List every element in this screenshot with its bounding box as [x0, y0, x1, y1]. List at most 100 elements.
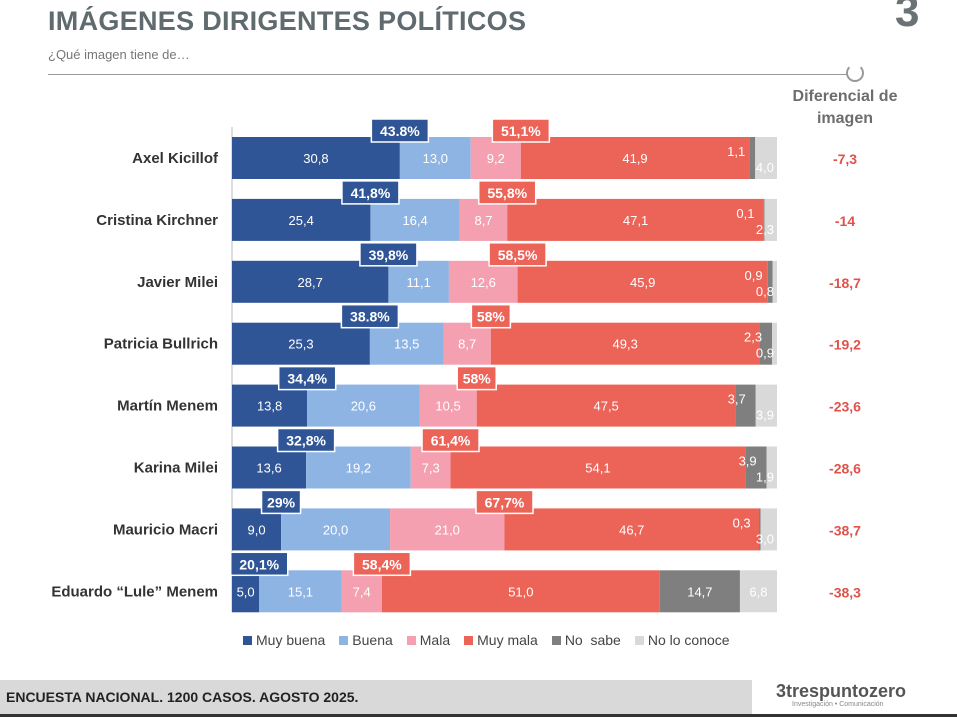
legend-swatch — [339, 635, 349, 645]
data-label: 47,5 — [593, 399, 618, 414]
data-label: 12,6 — [471, 275, 496, 290]
footer-text: ENCUESTA NACIONAL. 1200 CASOS. AGOSTO 20… — [6, 689, 359, 705]
legend-swatch — [464, 635, 474, 645]
negative-total-box-label: 58% — [463, 371, 492, 387]
legend: Muy buena Buena Mala Muy mala No sabe No lo c… — [243, 632, 730, 648]
negative-total-box — [470, 303, 512, 329]
data-label: 6,8 — [749, 584, 767, 599]
positive-total-box-label: 41,8% — [351, 185, 391, 201]
legend-label: Muy buena — [256, 632, 326, 648]
data-label: 49,3 — [613, 337, 638, 352]
bar-segment-4 — [763, 198, 765, 241]
differential-value: -28,6 — [829, 461, 861, 477]
positive-total-box-label: 34,4% — [287, 371, 327, 387]
bar-segment-2 — [390, 508, 505, 551]
positive-total-box — [359, 242, 418, 267]
bar-segment-5 — [766, 446, 777, 489]
bar-segment-5 — [760, 508, 777, 551]
legend-swatch — [406, 635, 416, 645]
bar-segment-1 — [399, 137, 471, 179]
positive-total-box-label: 43.8% — [380, 123, 420, 139]
bar-segment-1 — [306, 446, 411, 489]
bar-segment-2 — [341, 570, 382, 613]
data-label: 7,4 — [353, 584, 371, 599]
bar-segment-0 — [232, 198, 371, 241]
legend-label: Mala — [419, 632, 451, 648]
differential-value: -19,2 — [829, 337, 861, 353]
data-label: 13,5 — [394, 337, 419, 352]
bar-segment-5 — [739, 570, 777, 613]
bar-segment-3 — [520, 137, 750, 179]
data-label: 0,1 — [736, 206, 754, 221]
bar-segment-2 — [443, 322, 491, 365]
legend-swatch — [634, 635, 644, 645]
differential-value: -38,7 — [829, 522, 861, 538]
differential-value: -14 — [835, 213, 855, 229]
bar-segment-5 — [772, 322, 777, 365]
bar-segment-4 — [759, 508, 761, 551]
legend-swatch — [551, 635, 561, 645]
data-label: 28,7 — [298, 275, 323, 290]
bar-segment-0 — [232, 137, 400, 179]
bar-segment-0 — [232, 570, 260, 613]
data-label: 8,7 — [458, 337, 476, 352]
bar-segment-1 — [307, 384, 420, 427]
positive-total-box — [260, 489, 302, 515]
legend-item: Muy mala — [464, 632, 538, 648]
category-label: Martín Menem — [117, 398, 218, 415]
bar-segment-0 — [232, 508, 282, 551]
legend-item: Mala — [406, 632, 451, 648]
legend-item: No sabe — [551, 632, 621, 648]
data-label: 7,3 — [422, 461, 440, 476]
category-label: Eduardo “Lule” Menem — [51, 583, 218, 600]
data-label: 16,4 — [402, 213, 427, 228]
data-label: 9,2 — [487, 151, 505, 166]
data-label: 0,9 — [745, 268, 763, 283]
bottom-edge — [0, 714, 957, 717]
data-label: 21,0 — [435, 522, 460, 537]
bar-segment-2 — [470, 137, 521, 179]
logo-mark: 3 — [895, 0, 920, 36]
negative-total-box-label: 58% — [477, 309, 506, 325]
bar-segment-1 — [281, 508, 391, 551]
bar-segment-3 — [450, 446, 746, 489]
positive-total-box — [276, 427, 336, 453]
negative-total-box-label: 51,1% — [501, 123, 541, 139]
data-label: 9,0 — [247, 522, 265, 537]
data-label: 13,0 — [423, 151, 448, 166]
bar-segment-0 — [232, 446, 307, 489]
bar-segment-4 — [759, 322, 773, 365]
data-label: 5,0 — [237, 584, 255, 599]
category-label: Javier Milei — [137, 274, 218, 291]
data-label: 25,3 — [288, 337, 313, 352]
data-label: 47,1 — [623, 213, 648, 228]
data-label: 10,5 — [435, 399, 460, 414]
data-label: 14,7 — [687, 584, 712, 599]
data-label: 54,1 — [585, 461, 610, 476]
category-label: Patricia Bullrich — [104, 336, 218, 353]
bar-segment-5 — [772, 260, 777, 303]
negative-total-box-label: 67,7% — [485, 494, 525, 510]
positive-total-box — [340, 303, 400, 329]
negative-total-box-label: 61,4% — [431, 433, 471, 449]
bar-segment-4 — [749, 137, 756, 179]
brand-tagline: Investigación • Comunicación — [792, 701, 884, 708]
bar-segment-4 — [767, 260, 773, 303]
bar-segment-5 — [755, 137, 777, 179]
data-label: 30,8 — [303, 151, 328, 166]
data-label: 8,7 — [474, 213, 492, 228]
bar-segment-4 — [735, 384, 756, 427]
data-label: 13,8 — [257, 399, 282, 414]
positive-total-box-label: 39,8% — [369, 247, 409, 263]
legend-item: Muy buena — [243, 632, 325, 648]
data-label: 11,1 — [406, 275, 430, 290]
negative-total-box — [477, 180, 537, 205]
category-label: Mauricio Macri — [113, 521, 218, 538]
bar-segment-3 — [490, 322, 760, 365]
legend-item: Buena — [339, 632, 393, 648]
data-label: 3,7 — [728, 392, 746, 407]
legend-swatch — [243, 635, 252, 645]
data-label: 15,1 — [288, 584, 313, 599]
bar-segment-4 — [745, 446, 767, 489]
negative-total-box — [456, 365, 497, 391]
